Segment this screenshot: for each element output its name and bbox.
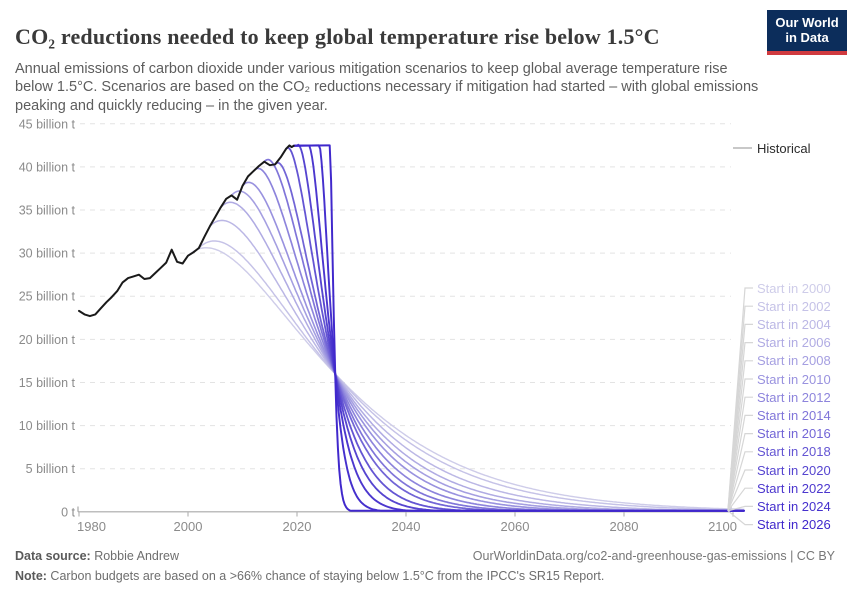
logo-line2: in Data (785, 29, 829, 45)
data-source-value: Robbie Andrew (90, 549, 179, 563)
legend-label-start-in-2000[interactable]: Start in 2000 (757, 280, 831, 296)
owid-link[interactable]: OurWorldinData.org/co2-and-greenhouse-ga… (472, 549, 835, 563)
y-axis-tick-label: 5 billion t (26, 462, 76, 476)
scenario-line-2018 (285, 146, 745, 512)
legend-label-start-in-2022[interactable]: Start in 2022 (757, 480, 831, 496)
y-axis-tick-label: 30 billion t (19, 247, 76, 261)
legend-connector-2010 (727, 378, 753, 511)
legend-label-start-in-2014[interactable]: Start in 2014 (757, 407, 831, 423)
chart-note: Note: Carbon budgets are based on a >66%… (15, 569, 604, 583)
scenario-line-2026 (292, 144, 745, 512)
note-value: Carbon budgets are based on a >66% chanc… (46, 569, 605, 583)
historical-line (78, 144, 295, 318)
legend-connector-2016 (727, 433, 753, 511)
chart-subtitle: Annual emissions of carbon dioxide under… (15, 60, 759, 115)
legend-label-start-in-2024[interactable]: Start in 2024 (757, 498, 831, 514)
scenario-line-2008 (230, 190, 745, 512)
legend-connector-2022 (727, 487, 753, 512)
x-axis-tick-label: 1980 (77, 519, 106, 534)
legend-label-start-in-2002[interactable]: Start in 2002 (757, 298, 831, 314)
legend-label-start-in-2018[interactable]: Start in 2018 (757, 444, 831, 460)
legend-label-start-in-2020[interactable]: Start in 2020 (757, 462, 831, 478)
legend-connector-2006 (727, 342, 753, 511)
y-axis-tick-label: 20 billion t (19, 333, 76, 347)
y-axis-tick-label: 10 billion t (19, 419, 76, 433)
x-axis-tick-label: 2040 (392, 519, 421, 534)
scenario-line-2010 (241, 181, 745, 512)
legend-connector-2008 (727, 360, 753, 511)
x-axis-tick-label: 2060 (501, 519, 530, 534)
y-axis-tick-label: 35 billion t (19, 204, 76, 218)
legend-label-start-in-2004[interactable]: Start in 2004 (757, 316, 831, 332)
y-axis-tick-label: 15 billion t (19, 376, 76, 390)
scenario-line-2020 (292, 143, 745, 512)
legend-connector-2020 (727, 469, 753, 512)
legend-connector-2024 (727, 505, 753, 512)
owid-logo[interactable]: Our World in Data (767, 10, 847, 55)
legend-connector-2018 (727, 451, 753, 511)
y-axis-tick-label: 0 t (61, 505, 75, 519)
legend-label-historical[interactable]: Historical (757, 140, 811, 156)
scenario-line-2002 (198, 240, 745, 511)
x-axis-tick-label: 2080 (610, 519, 639, 534)
logo-line1: Our World (775, 15, 839, 30)
y-axis-tick-label: 45 billion t (19, 117, 76, 131)
y-axis-tick-label: 40 billion t (19, 160, 76, 174)
legend-connector-2012 (727, 396, 753, 511)
scenario-line-2022 (292, 144, 745, 512)
x-axis-tick-label: 2100 (708, 519, 737, 534)
legend-label-start-in-2012[interactable]: Start in 2012 (757, 389, 831, 405)
legend-connector-2004 (727, 323, 753, 511)
page-title: CO₂ reductions needed to keep global tem… (15, 23, 660, 49)
legend-label-start-in-2006[interactable]: Start in 2006 (757, 335, 831, 351)
legend-connector-2014 (727, 414, 753, 511)
note-label: Note: (15, 569, 47, 583)
scenario-line-2000 (187, 247, 745, 510)
scenario-line-2004 (209, 219, 745, 512)
data-source: Data source: Robbie Andrew (15, 549, 179, 563)
x-axis-tick-label: 2020 (283, 519, 312, 534)
y-axis-tick-label: 25 billion t (19, 290, 76, 304)
x-axis-tick-label: 2000 (174, 519, 203, 534)
scenario-line-2014 (263, 158, 745, 512)
legend-label-start-in-2010[interactable]: Start in 2010 (757, 371, 831, 387)
data-source-label: Data source: (15, 549, 91, 563)
legend-connector-2026 (727, 510, 753, 526)
legend-label-start-in-2008[interactable]: Start in 2008 (757, 353, 831, 369)
legend-label-start-in-2026[interactable]: Start in 2026 (757, 517, 831, 533)
scenario-line-2024 (292, 144, 745, 512)
legend-label-start-in-2016[interactable]: Start in 2016 (757, 426, 831, 442)
